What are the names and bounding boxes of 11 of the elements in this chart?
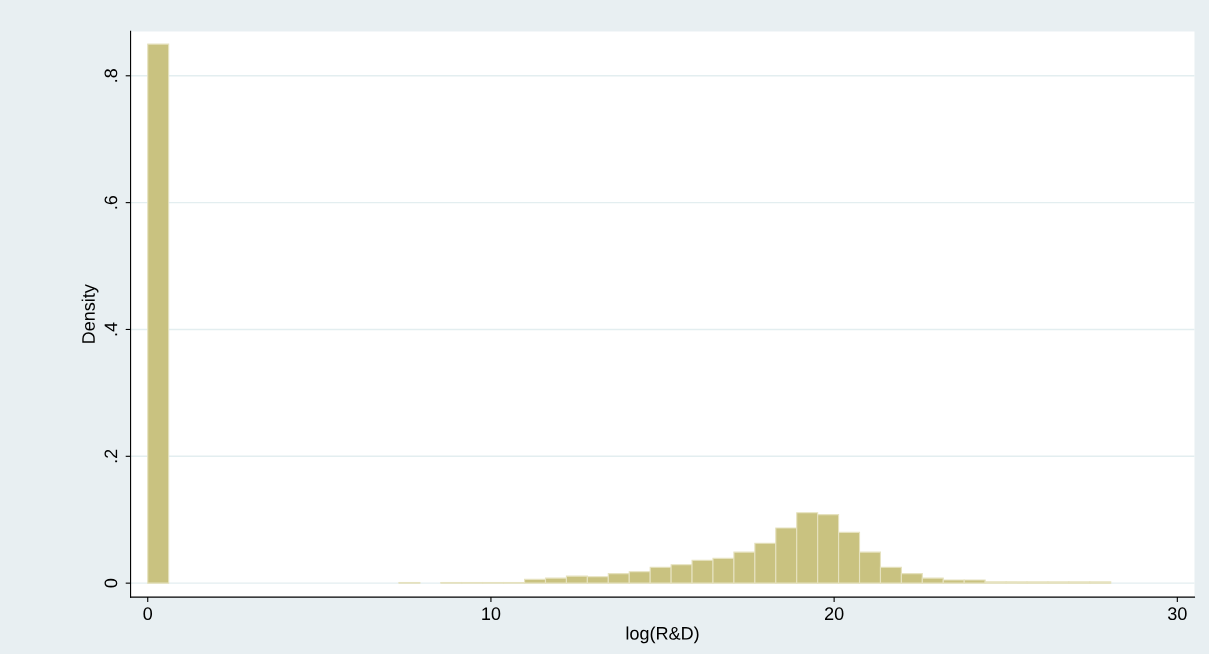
- y-tick-label: .8: [104, 69, 118, 82]
- x-axis-title: log(R&D): [626, 626, 699, 644]
- x-tick-label: 20: [825, 607, 844, 621]
- y-tick-label: 0: [104, 578, 118, 588]
- x-tick-label: 10: [482, 607, 501, 621]
- y-axis-title: Density: [81, 284, 99, 343]
- y-tick-label: .6: [104, 195, 118, 209]
- x-tick-label: 30: [1167, 607, 1187, 621]
- y-tick-label: .2: [104, 449, 118, 463]
- x-tick-label: 0: [143, 607, 153, 621]
- y-tick-label: .4: [104, 322, 118, 336]
